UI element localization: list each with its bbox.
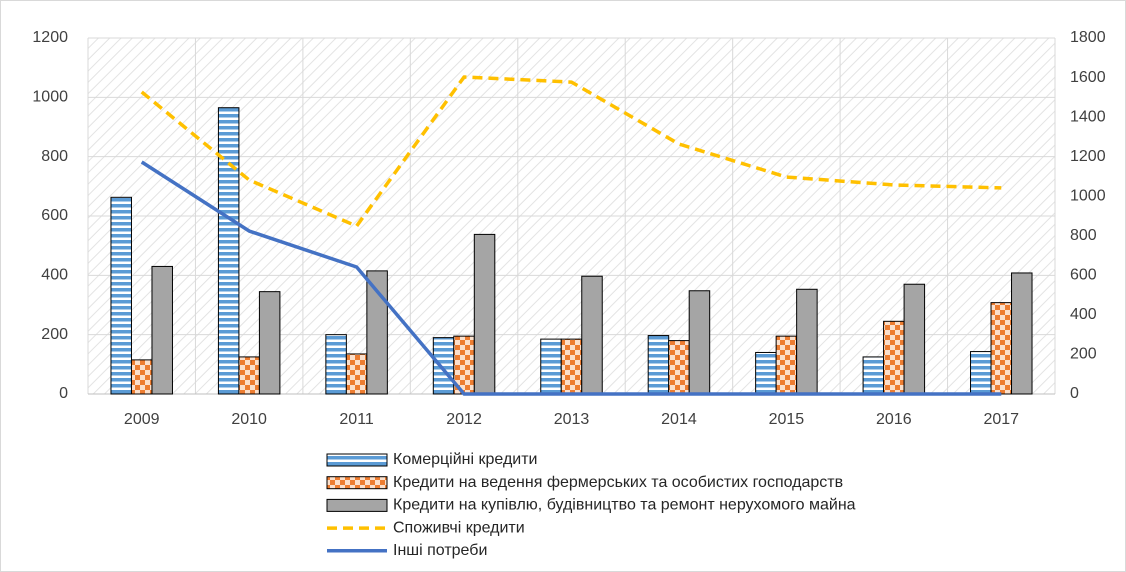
bar <box>883 320 905 395</box>
legend-label: Кредити на купівлю, будівництво та ремон… <box>393 497 856 514</box>
bar <box>345 353 368 395</box>
x-tick-label: 2016 <box>876 411 912 428</box>
bar <box>862 356 885 395</box>
x-tick-label: 2013 <box>554 411 590 428</box>
x-tick-label: 2014 <box>661 411 697 428</box>
y-tick-label: 1000 <box>32 89 68 106</box>
bar <box>540 338 562 395</box>
y2-tick-label: 0 <box>1070 385 1079 402</box>
x-tick-label: 2012 <box>446 411 482 428</box>
bar <box>432 337 455 395</box>
legend: Комерційні кредити Кредити на ведення фер… <box>326 451 856 559</box>
y2-tick-label: 400 <box>1070 306 1097 323</box>
bar <box>755 351 777 395</box>
x-tick-label: 2009 <box>124 411 160 428</box>
bar <box>366 270 388 395</box>
bar <box>970 351 992 395</box>
legend-label: Споживчі кредити <box>393 519 525 536</box>
bar <box>325 334 347 395</box>
y2-tick-label: 1000 <box>1070 187 1106 204</box>
bar <box>1011 272 1033 395</box>
line <box>140 75 1002 228</box>
y-tick-label: 800 <box>41 148 68 165</box>
bar <box>238 356 260 395</box>
y-tick-label: 0 <box>59 385 68 402</box>
x-tick-label: 2010 <box>231 411 267 428</box>
y2-tick-label: 1200 <box>1070 148 1106 165</box>
y2-tick-label: 1400 <box>1070 108 1106 125</box>
bar <box>688 290 711 395</box>
bar <box>560 338 583 395</box>
legend-label: Комерційні кредити <box>393 451 538 468</box>
bar <box>903 283 926 395</box>
bar <box>581 275 603 395</box>
y-tick-label: 400 <box>41 267 68 284</box>
y-tick-label: 600 <box>41 207 68 224</box>
legend-label: Кредити на ведення фермерських та особис… <box>393 474 843 491</box>
x-tick-label: 2015 <box>769 411 805 428</box>
bar <box>151 265 173 395</box>
y2-tick-label: 1800 <box>1070 29 1106 46</box>
bar <box>473 233 496 395</box>
legend-swatch <box>326 453 388 467</box>
bar <box>990 302 1013 395</box>
bar <box>258 291 281 395</box>
bar <box>130 359 153 395</box>
bar <box>217 107 240 395</box>
x-tick-label: 2011 <box>339 411 374 428</box>
bar <box>647 335 670 395</box>
bar <box>668 340 690 395</box>
bar <box>775 335 798 395</box>
bar <box>110 196 132 395</box>
x-tick-label: 2017 <box>983 411 1019 428</box>
y-tick-label: 1200 <box>32 29 68 46</box>
y2-tick-label: 800 <box>1070 227 1097 244</box>
y2-tick-label: 200 <box>1070 346 1097 363</box>
bar <box>796 288 818 395</box>
y2-tick-label: 1600 <box>1070 69 1106 86</box>
legend-label: Інші потреби <box>393 542 487 559</box>
line <box>140 160 1002 396</box>
y-tick-label: 200 <box>41 326 68 343</box>
legend-swatch <box>326 476 388 490</box>
y2-tick-label: 600 <box>1070 267 1097 284</box>
legend-swatch <box>326 498 388 512</box>
